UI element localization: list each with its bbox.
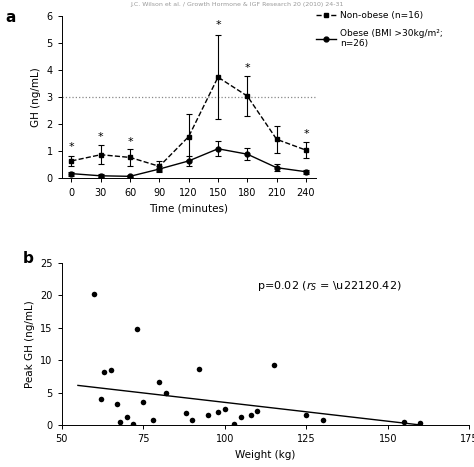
- Text: *: *: [127, 137, 133, 147]
- X-axis label: Weight (kg): Weight (kg): [235, 450, 296, 460]
- Point: [123, 413, 131, 421]
- Text: *: *: [98, 132, 103, 142]
- Point: [91, 290, 98, 297]
- Point: [162, 389, 170, 397]
- Point: [247, 411, 255, 419]
- Legend: Non-obese (n=16), Obese (BMI >30kg/m²;
n=26): Non-obese (n=16), Obese (BMI >30kg/m²; n…: [312, 8, 447, 52]
- X-axis label: Time (minutes): Time (minutes): [149, 203, 228, 213]
- Text: J.C. Wilson et al. / Growth Hormone & IGF Research 20 (2010) 24-31: J.C. Wilson et al. / Growth Hormone & IG…: [130, 2, 344, 7]
- Point: [113, 401, 121, 408]
- Y-axis label: GH (ng/mL): GH (ng/mL): [31, 68, 41, 127]
- Point: [100, 368, 108, 375]
- Text: *: *: [245, 63, 250, 72]
- Point: [270, 361, 277, 368]
- Point: [149, 416, 157, 424]
- Point: [139, 398, 147, 406]
- Point: [97, 395, 105, 403]
- Point: [129, 420, 137, 427]
- Text: b: b: [23, 251, 34, 267]
- Y-axis label: Peak GH (ng/mL): Peak GH (ng/mL): [25, 300, 35, 388]
- Point: [155, 378, 163, 385]
- Point: [302, 411, 310, 419]
- Point: [319, 416, 326, 424]
- Point: [231, 420, 238, 427]
- Text: *: *: [303, 129, 309, 139]
- Point: [417, 419, 424, 427]
- Point: [195, 365, 202, 372]
- Point: [133, 325, 140, 333]
- Point: [400, 418, 408, 425]
- Text: p=0.02 ($r_S$ = \u22120.42): p=0.02 ($r_S$ = \u22120.42): [257, 279, 402, 293]
- Point: [254, 407, 261, 414]
- Point: [214, 408, 222, 416]
- Point: [205, 411, 212, 419]
- Text: a: a: [6, 10, 16, 25]
- Text: *: *: [69, 142, 74, 152]
- Point: [237, 413, 245, 421]
- Point: [221, 405, 228, 412]
- Point: [117, 418, 124, 425]
- Point: [182, 410, 189, 417]
- Text: *: *: [215, 21, 221, 30]
- Point: [107, 366, 114, 374]
- Point: [188, 416, 196, 424]
